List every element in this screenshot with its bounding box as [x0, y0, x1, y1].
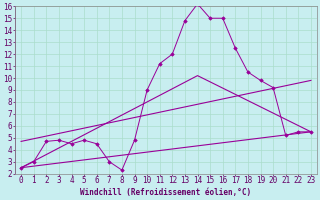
X-axis label: Windchill (Refroidissement éolien,°C): Windchill (Refroidissement éolien,°C) [80, 188, 252, 197]
